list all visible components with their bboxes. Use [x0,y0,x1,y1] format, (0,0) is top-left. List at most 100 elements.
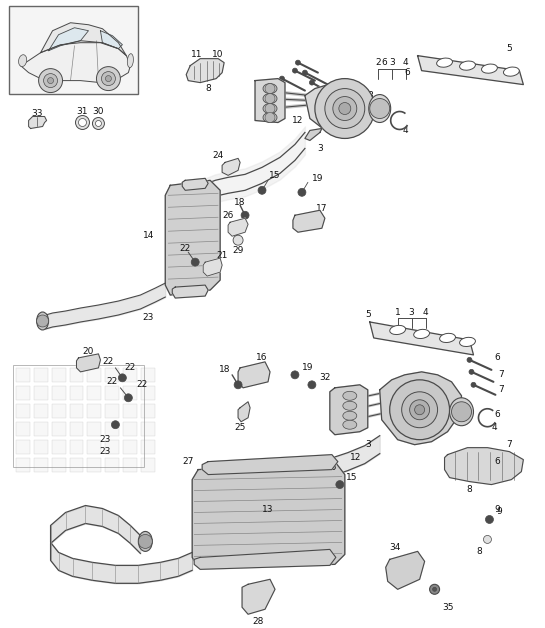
Text: 11: 11 [191,50,203,59]
FancyBboxPatch shape [141,458,155,472]
FancyBboxPatch shape [52,404,65,418]
Text: 17: 17 [316,203,328,213]
Ellipse shape [450,398,474,426]
Ellipse shape [19,55,27,67]
Polygon shape [202,455,338,475]
Text: 22: 22 [180,244,191,252]
FancyBboxPatch shape [141,440,155,453]
Text: 12: 12 [292,116,304,125]
Circle shape [95,121,101,126]
Circle shape [78,119,87,126]
FancyBboxPatch shape [105,404,119,418]
Circle shape [118,374,126,382]
FancyBboxPatch shape [141,404,155,418]
Ellipse shape [343,391,357,400]
Circle shape [469,369,474,374]
Circle shape [298,188,306,197]
Polygon shape [49,28,88,51]
Polygon shape [194,550,336,570]
Text: 8: 8 [367,91,373,100]
FancyBboxPatch shape [34,458,47,472]
Ellipse shape [263,94,277,104]
Circle shape [325,89,365,129]
FancyBboxPatch shape [16,440,29,453]
Polygon shape [29,117,46,129]
Text: 32: 32 [319,373,331,382]
Polygon shape [380,372,462,445]
FancyBboxPatch shape [16,458,29,472]
Text: 35: 35 [442,603,453,612]
Polygon shape [40,23,126,56]
Circle shape [280,76,284,81]
Circle shape [471,382,476,387]
Text: 8: 8 [476,547,482,556]
Circle shape [415,405,425,414]
Circle shape [293,68,298,73]
Polygon shape [228,219,248,236]
Ellipse shape [37,312,49,330]
Ellipse shape [459,61,475,70]
Ellipse shape [437,58,452,67]
Text: 7: 7 [506,440,512,449]
Circle shape [44,73,58,87]
Circle shape [101,72,116,85]
FancyBboxPatch shape [123,404,137,418]
Ellipse shape [138,531,152,551]
Polygon shape [182,178,208,190]
Text: 12: 12 [350,453,361,462]
Ellipse shape [263,112,277,122]
Ellipse shape [459,337,475,347]
FancyBboxPatch shape [141,368,155,382]
FancyBboxPatch shape [123,422,137,436]
Text: 22: 22 [137,381,148,389]
FancyBboxPatch shape [34,440,47,453]
FancyBboxPatch shape [141,422,155,436]
FancyBboxPatch shape [52,422,65,436]
Text: 6: 6 [494,457,500,466]
Polygon shape [238,362,270,388]
Polygon shape [305,129,322,141]
Text: 2: 2 [375,58,380,67]
Circle shape [234,381,242,389]
Polygon shape [305,83,375,136]
Text: 4: 4 [423,308,428,317]
Circle shape [39,68,63,92]
Text: 4: 4 [403,126,408,135]
Polygon shape [242,579,275,614]
Text: 29: 29 [232,246,244,255]
Text: 14: 14 [143,230,154,240]
Text: 21: 21 [216,251,228,259]
Text: 23: 23 [143,313,154,323]
Text: 3: 3 [365,440,371,449]
FancyBboxPatch shape [70,458,83,472]
Text: 7: 7 [499,371,504,379]
Text: 4: 4 [492,423,497,432]
Circle shape [233,236,243,245]
Ellipse shape [482,64,498,73]
Polygon shape [165,180,220,295]
FancyBboxPatch shape [105,440,119,453]
Text: 15: 15 [269,171,281,180]
FancyBboxPatch shape [70,404,83,418]
Circle shape [37,315,49,327]
Circle shape [483,536,492,543]
Ellipse shape [343,411,357,420]
Polygon shape [100,31,123,49]
Polygon shape [76,354,100,372]
Polygon shape [293,210,325,232]
FancyBboxPatch shape [88,440,101,453]
Text: 7: 7 [499,386,504,394]
Circle shape [429,584,440,594]
Circle shape [452,402,471,422]
Circle shape [295,60,300,65]
Polygon shape [417,56,523,85]
Ellipse shape [263,104,277,114]
FancyBboxPatch shape [9,6,138,94]
FancyBboxPatch shape [34,368,47,382]
Circle shape [315,78,375,138]
Ellipse shape [263,84,277,94]
Polygon shape [186,58,224,83]
FancyBboxPatch shape [16,368,29,382]
Circle shape [291,371,299,379]
Circle shape [333,97,357,121]
